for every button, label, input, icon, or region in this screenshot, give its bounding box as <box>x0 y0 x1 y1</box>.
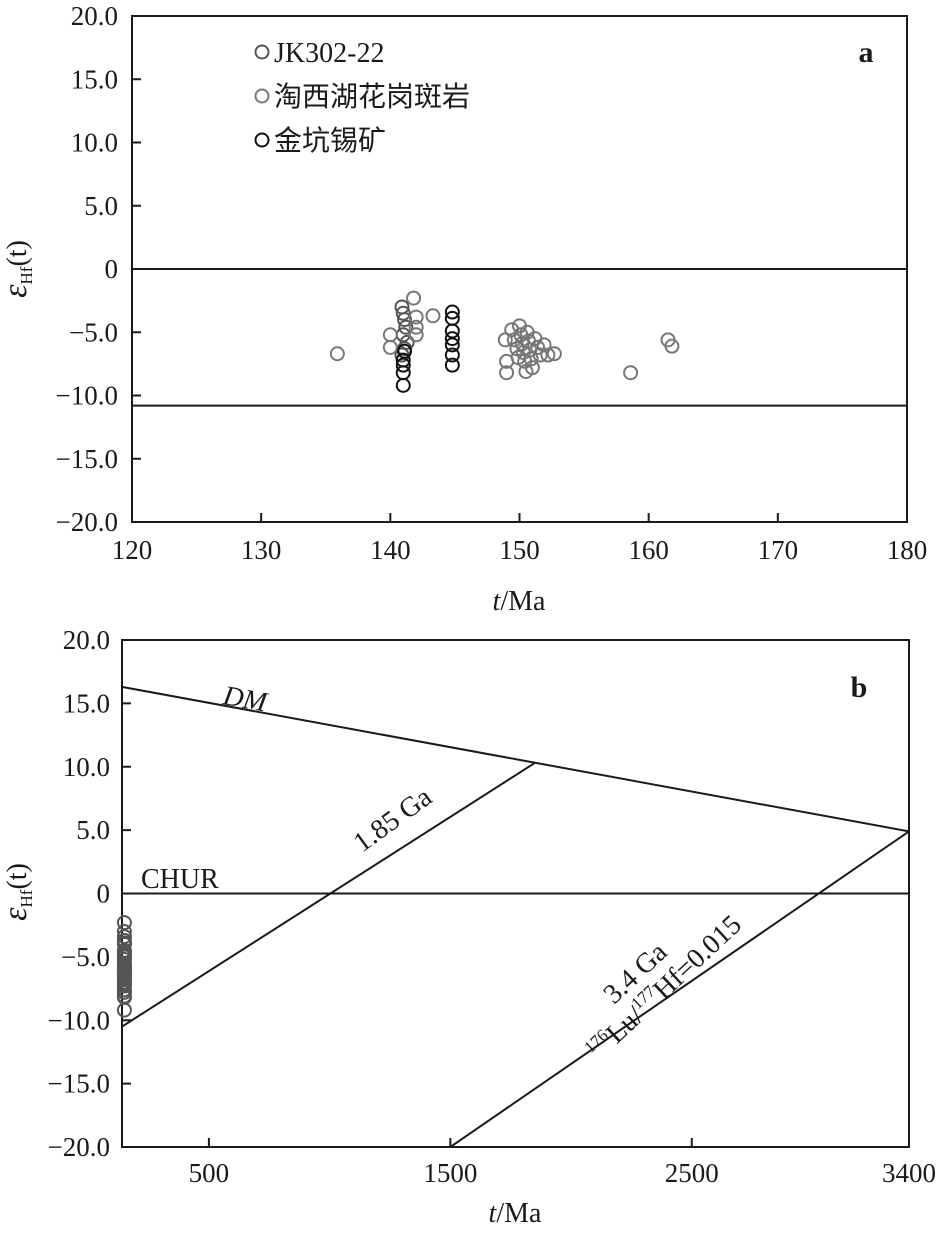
data-point <box>523 351 539 367</box>
data-point <box>536 337 552 353</box>
legend-label: JK302-22 <box>274 38 384 69</box>
data-point <box>444 304 460 320</box>
y-axis-symbol: ε <box>0 284 34 298</box>
x-tick-label: 180 <box>887 535 928 565</box>
y-tick-label: −5.0 <box>69 317 118 347</box>
data-point <box>397 343 413 359</box>
data-point <box>329 346 345 362</box>
data-point <box>425 308 441 324</box>
reference-line <box>449 830 910 1148</box>
data-point <box>395 357 411 373</box>
x-axis-title: t/Ma <box>493 586 546 617</box>
data-point <box>408 319 424 335</box>
line-label-1-85ga: 1.85 Ga <box>348 781 438 859</box>
data-point <box>406 290 422 306</box>
y-tick-label: −15.0 <box>56 444 118 474</box>
y-tick-label: −15.0 <box>48 1069 110 1099</box>
x-tick-label: 130 <box>241 535 282 565</box>
x-tick-label: 1500 <box>423 1158 477 1188</box>
y-tick-label: −5.0 <box>61 942 110 972</box>
data-point <box>116 978 132 994</box>
data-point <box>623 365 639 381</box>
panel-a: 120 130 140 150 160 170 180 20.0 15.0 10.0 5.0 0 −5.… <box>0 1 927 617</box>
data-point <box>540 347 556 363</box>
y-axis-argument: (t) <box>2 863 33 889</box>
data-point <box>382 339 398 355</box>
reference-line <box>121 685 910 833</box>
x-tick-label: 3400 <box>882 1158 936 1188</box>
data-point <box>395 327 411 343</box>
legend-marker <box>254 88 270 104</box>
line-label-chur: CHUR <box>141 864 219 895</box>
legend-marker <box>254 44 270 60</box>
reference-line <box>121 762 536 1028</box>
data-point <box>444 337 460 353</box>
data-point <box>664 338 680 354</box>
data-point <box>546 346 562 362</box>
y-tick-label: 0 <box>105 254 119 284</box>
y-axis-argument: (t) <box>2 240 33 266</box>
x-axis-title-rest: /Ma <box>496 1198 542 1228</box>
y-tick-label: 0 <box>97 879 111 909</box>
x-axis-title: t/Ma <box>489 1198 542 1228</box>
x-axis-title-italic: t <box>489 1198 498 1228</box>
y-axis-title: εHf(t) <box>0 863 36 921</box>
data-point <box>444 357 460 373</box>
y-tick-label: 20.0 <box>63 625 110 655</box>
data-point <box>382 327 398 343</box>
data-point <box>444 331 460 347</box>
panel-label: b <box>851 671 868 704</box>
data-point <box>408 327 424 343</box>
data-point <box>530 339 546 355</box>
data-point <box>395 377 411 393</box>
data-point <box>398 319 414 335</box>
data-point <box>524 360 540 376</box>
data-point <box>116 984 132 1000</box>
data-point <box>499 365 515 381</box>
data-point <box>444 323 460 339</box>
y-tick-label: 5.0 <box>84 191 118 221</box>
data-point <box>408 309 424 325</box>
x-tick-label: 500 <box>189 1158 230 1188</box>
x-tick-label: 160 <box>628 535 669 565</box>
panel-b: 500 1500 2500 3400 20.0 15.0 10.0 5.0 0 −5.0 −10.0… <box>0 625 936 1229</box>
x-tick-label: 150 <box>499 535 540 565</box>
y-axis-symbol: ε <box>0 907 34 921</box>
y-tick-label: 10.0 <box>71 128 118 158</box>
y-tick-label: −10.0 <box>48 1005 110 1035</box>
data-point <box>116 1002 132 1018</box>
legend-marker <box>254 132 270 148</box>
x-tick-label: 2500 <box>665 1158 719 1188</box>
y-tick-label: −20.0 <box>48 1132 110 1162</box>
x-axis-title-italic: t <box>493 586 502 617</box>
y-tick-label: 15.0 <box>63 688 110 718</box>
y-tick-label: 15.0 <box>71 64 118 94</box>
x-axis-title-rest: /Ma <box>500 586 546 617</box>
data-point <box>444 347 460 363</box>
y-tick-label: −20.0 <box>56 507 118 537</box>
x-tick-label: 170 <box>758 535 799 565</box>
y-axis-title: εHf(t) <box>0 240 36 298</box>
y-axis-subscript: Hf <box>17 889 36 907</box>
x-tick-label: 140 <box>370 535 411 565</box>
x-tick-label: 120 <box>112 535 153 565</box>
y-tick-label: 5.0 <box>76 815 110 845</box>
legend-label: 金坑锡矿 <box>274 125 386 157</box>
y-tick-label: 20.0 <box>71 1 118 31</box>
y-tick-label: 10.0 <box>63 752 110 782</box>
line-label-dm: DM <box>220 680 271 719</box>
y-tick-label: −10.0 <box>56 381 118 411</box>
data-point <box>532 347 548 363</box>
legend-label: 淘西湖花岗斑岩 <box>274 81 470 113</box>
panel-label: a <box>859 36 874 69</box>
y-axis-subscript: Hf <box>17 266 36 284</box>
data-point <box>395 365 411 381</box>
